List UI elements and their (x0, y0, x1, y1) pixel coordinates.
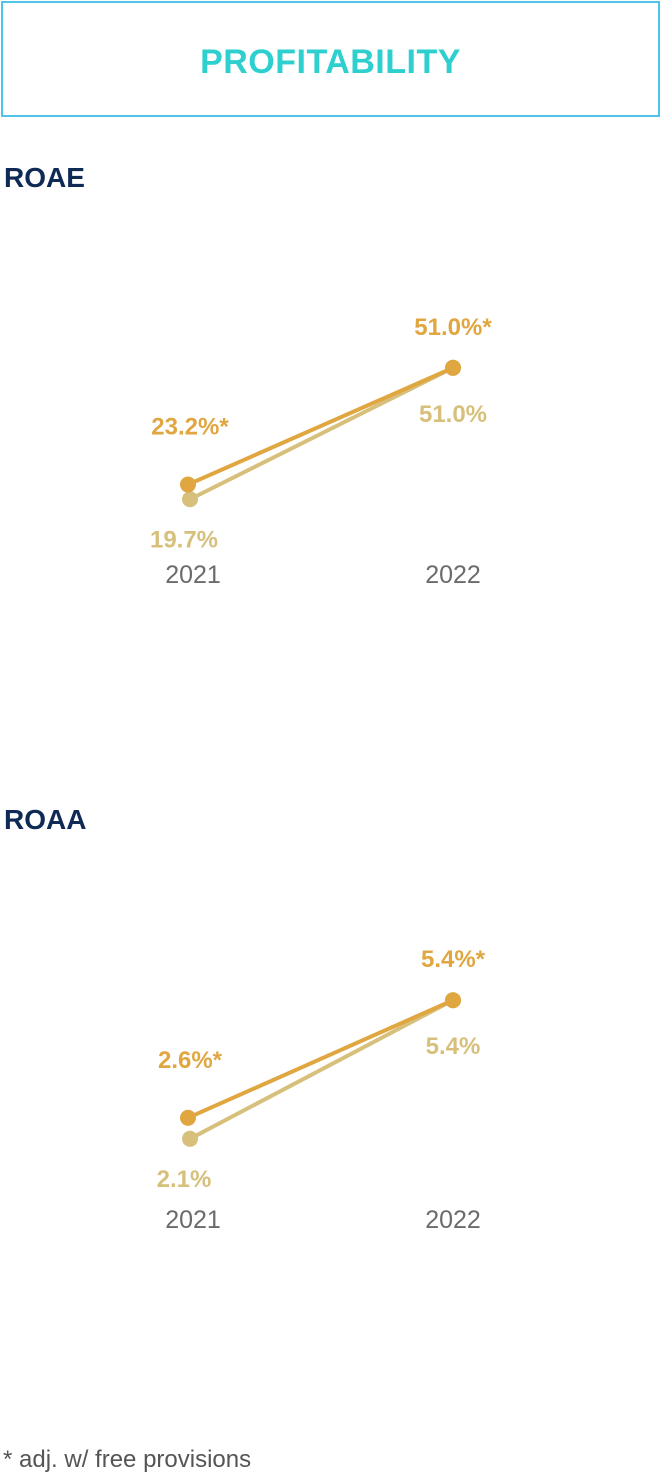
reported-point-2021 (182, 1130, 198, 1147)
adjusted-data-label-2021: 23.2%* (151, 414, 229, 441)
roaa-chart: 2.6%* 5.4%* 2.1% 5.4% 2021 2022 (0, 935, 661, 1315)
adjusted-point-2021 (180, 1109, 196, 1126)
adjusted-data-label-2022: 5.4%* (421, 946, 486, 973)
roae-title: ROAE (4, 162, 85, 193)
adjusted-series-line (186, 365, 455, 487)
roae-chart-svg: 23.2%* 51.0%* 19.7% 51.0% 2021 2022 (150, 314, 492, 589)
reported-series-line (188, 998, 455, 1141)
adjusted-data-label-2021: 2.6%* (158, 1047, 223, 1074)
header-title: PROFITABILITY (200, 43, 461, 81)
footnote: * adj. w/ free provisions (3, 1446, 252, 1473)
adjusted-series-line (186, 998, 455, 1120)
adjusted-point-2021 (180, 476, 196, 493)
x-tick-label-2021: 2021 (165, 1206, 221, 1234)
reported-data-label-2021: 2.1% (157, 1166, 212, 1193)
x-tick-label-2021: 2021 (165, 561, 221, 589)
reported-data-label-2022: 51.0% (419, 401, 487, 428)
reported-point-2021 (182, 491, 198, 508)
x-tick-label-2022: 2022 (425, 561, 481, 589)
roae-chart: 23.2%* 51.0%* 19.7% 51.0% 2021 2022 (0, 290, 661, 670)
reported-series-line (188, 365, 455, 502)
adjusted-data-label-2022: 51.0%* (414, 314, 492, 341)
reported-data-label-2021: 19.7% (150, 526, 218, 553)
adjusted-point-2022 (445, 992, 461, 1009)
roaa-chart-svg: 2.6%* 5.4%* 2.1% 5.4% 2021 2022 (157, 946, 486, 1234)
header-box: PROFITABILITY (1, 1, 660, 117)
roaa-title: ROAA (4, 804, 87, 835)
reported-data-label-2022: 5.4% (426, 1033, 481, 1060)
x-tick-label-2022: 2022 (425, 1206, 481, 1234)
adjusted-point-2022 (445, 359, 461, 376)
